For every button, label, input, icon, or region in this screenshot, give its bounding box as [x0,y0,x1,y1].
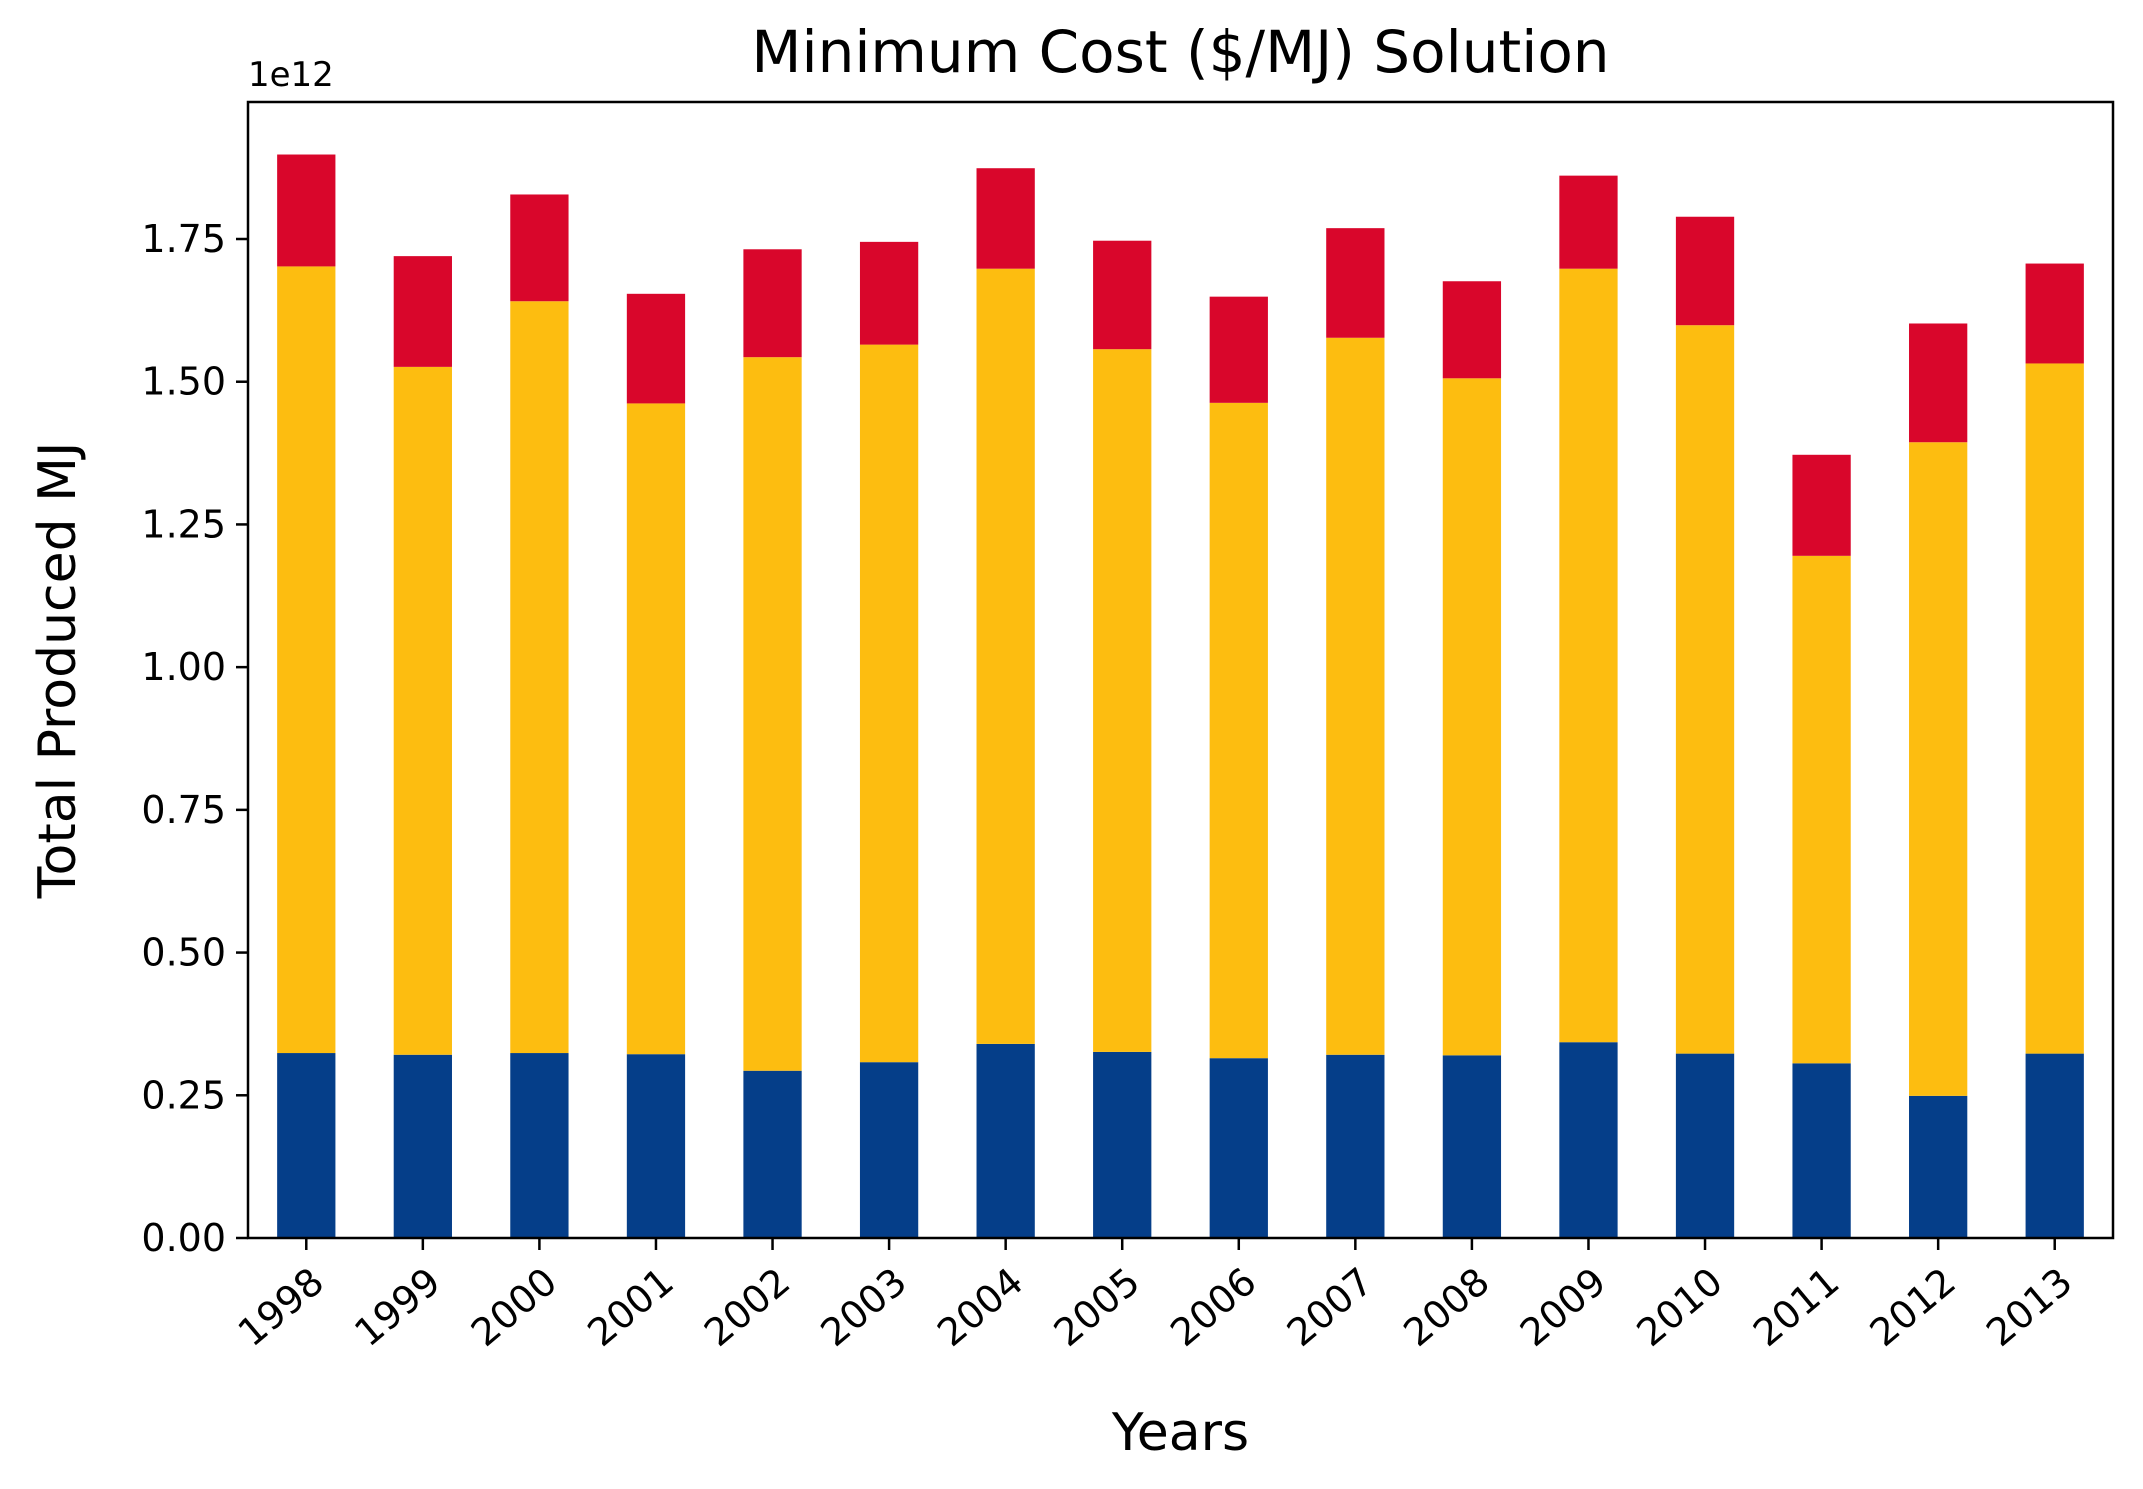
y-axis-label: Total Produced MJ [28,442,88,900]
bar-2004-segment-1 [976,1043,1035,1238]
x-tick-label: 1998 [230,1259,332,1355]
bar-2007-segment-3 [1326,228,1385,338]
bar-2008-segment-1 [1442,1055,1502,1238]
bar-2003-segment-2 [859,344,919,1063]
bar-2001-segment-3 [626,293,686,404]
y-axis-ticks: 0.00 0.25 0.50 0.75 1.00 1.25 1.50 1.75 [141,217,248,1260]
x-tick-label: 2009 [1512,1259,1614,1355]
bar-2003-segment-3 [859,241,919,345]
y-tick-label: 1.25 [141,502,226,546]
bar-2000-segment-3 [510,194,569,302]
y-tick-label: 0.00 [141,1216,226,1260]
bar-2000-segment-1 [510,1053,569,1238]
bar-2009-segment-2 [1559,268,1618,1043]
bar-2005-segment-3 [1093,240,1152,350]
bar-1998-segment-1 [277,1053,336,1238]
y-tick-label: 0.50 [141,931,226,975]
x-tick-label: 2012 [1862,1259,1964,1355]
y-tick-label: 1.75 [141,217,226,261]
bar-2004-segment-3 [976,168,1035,269]
y-tick-label: 0.25 [141,1073,226,1117]
bar-2012-segment-2 [1909,442,1968,1096]
bar-2002-segment-2 [743,357,802,1071]
x-tick-label: 2011 [1745,1259,1847,1355]
y-tick-label: 0.75 [141,788,226,832]
bar-2011-segment-2 [1792,555,1851,1064]
bar-2006-segment-1 [1209,1058,1268,1238]
x-tick-label: 2010 [1628,1259,1730,1355]
bar-2000-segment-2 [510,301,569,1054]
bar-2013-segment-3 [2025,263,2084,364]
x-tick-label: 2004 [929,1259,1031,1355]
bar-2013-segment-1 [2025,1053,2084,1238]
x-tick-label: 2002 [696,1259,798,1355]
x-tick-label: 2006 [1162,1259,1264,1355]
bar-2003-segment-1 [859,1062,919,1238]
y-offset-label: 1e12 [248,55,334,95]
x-tick-label: 2000 [463,1259,565,1355]
bar-2012-segment-3 [1909,323,1968,443]
bar-2009-segment-1 [1559,1042,1618,1238]
bars-group [277,154,2084,1238]
bar-2007-segment-2 [1326,337,1385,1055]
bar-2006-segment-3 [1209,296,1268,403]
bar-1999-segment-2 [393,366,452,1055]
x-tick-label: 2003 [813,1259,915,1355]
x-axis-ticks: 1998 1999 2000 2001 2002 2003 2004 2005 2006 2007… [230,1238,2081,1355]
x-tick-label: 2001 [579,1259,681,1355]
y-tick-label: 1.50 [141,360,226,404]
bar-2011-segment-3 [1792,454,1851,556]
bar-2005-segment-1 [1093,1051,1152,1238]
bar-2008-segment-2 [1442,378,1502,1056]
bar-2001-segment-2 [626,403,686,1055]
bar-2009-segment-3 [1559,175,1618,269]
bar-2013-segment-2 [2025,363,2084,1054]
bar-2010-segment-3 [1675,216,1735,326]
y-tick-label: 1.00 [141,645,226,689]
x-tick-label: 2013 [1978,1259,2080,1355]
x-tick-label: 2005 [1046,1259,1148,1355]
chart-title: Minimum Cost ($/MJ) Solution [751,18,1609,86]
bar-2007-segment-1 [1326,1054,1385,1238]
x-axis-label: Years [1111,1403,1249,1463]
bar-1998-segment-3 [277,154,336,267]
bar-2006-segment-2 [1209,402,1268,1059]
bar-2012-segment-1 [1909,1095,1968,1238]
bar-2001-segment-1 [626,1054,686,1238]
bar-2002-segment-1 [743,1070,802,1238]
x-tick-label: 1999 [346,1259,448,1355]
bar-1999-segment-3 [393,256,452,367]
bar-2010-segment-2 [1675,325,1735,1054]
bar-2008-segment-3 [1442,281,1502,379]
x-tick-label: 2008 [1395,1259,1497,1355]
plot-frame [246,100,2115,1240]
bar-2010-segment-1 [1675,1053,1735,1238]
bar-2004-segment-2 [976,268,1035,1044]
bar-2002-segment-3 [743,249,802,358]
bar-2011-segment-1 [1792,1063,1851,1238]
bar-1998-segment-2 [277,266,336,1054]
bar-1999-segment-1 [393,1054,452,1238]
x-tick-label: 2007 [1279,1259,1381,1355]
bar-2005-segment-2 [1093,349,1152,1052]
